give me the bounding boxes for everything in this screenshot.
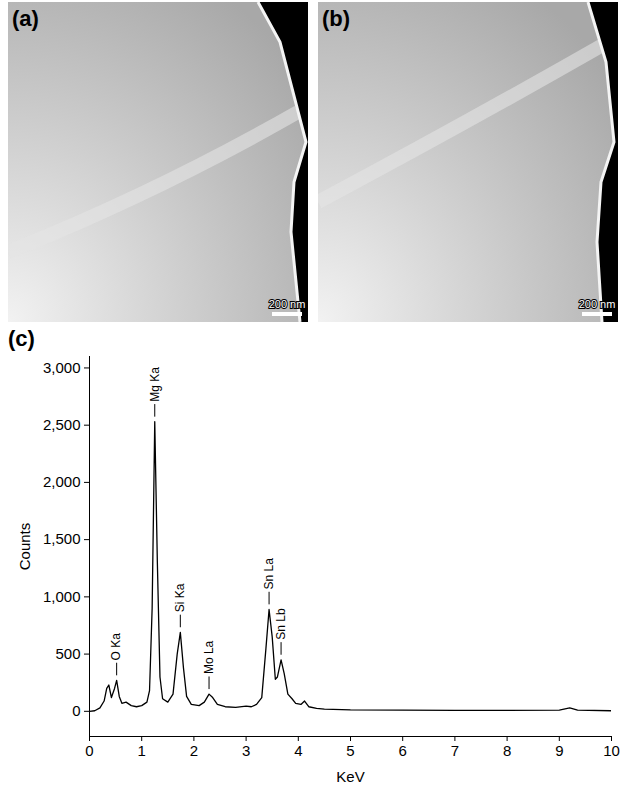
svg-text:KeV: KeV	[336, 768, 364, 785]
svg-text:0: 0	[85, 742, 93, 759]
svg-text:200 nm: 200 nm	[579, 298, 616, 310]
svg-text:10: 10	[603, 742, 620, 759]
svg-text:2,000: 2,000	[43, 473, 81, 490]
svg-text:Mo La: Mo La	[202, 640, 216, 674]
svg-text:500: 500	[55, 645, 80, 662]
svg-text:Sn La: Sn La	[262, 558, 276, 590]
svg-text:8: 8	[503, 742, 511, 759]
html-text:(c): (c)	[8, 326, 35, 351]
svg-text:Si Ka: Si Ka	[173, 583, 187, 612]
svg-text:O Ka: O Ka	[109, 633, 123, 661]
svg-text:Mg Ka: Mg Ka	[148, 367, 162, 402]
svg-text:200 nm: 200 nm	[269, 298, 306, 310]
svg-text:5: 5	[346, 742, 354, 759]
svg-text:1,000: 1,000	[43, 588, 81, 605]
svg-text:0: 0	[72, 702, 80, 719]
html-text:(a): (a)	[12, 6, 39, 31]
svg-text:2: 2	[190, 742, 198, 759]
svg-text:2,500: 2,500	[43, 416, 81, 433]
svg-text:3,000: 3,000	[43, 359, 81, 376]
svg-text:9: 9	[555, 742, 563, 759]
svg-text:3: 3	[242, 742, 250, 759]
svg-text:Sn Lb: Sn Lb	[274, 608, 288, 640]
svg-text:4: 4	[294, 742, 302, 759]
html-text:(b): (b)	[322, 6, 351, 31]
svg-text:7: 7	[451, 742, 459, 759]
svg-text:1,500: 1,500	[43, 530, 81, 547]
svg-text:Counts: Counts	[16, 523, 33, 571]
svg-text:6: 6	[399, 742, 407, 759]
svg-text:1: 1	[138, 742, 146, 759]
